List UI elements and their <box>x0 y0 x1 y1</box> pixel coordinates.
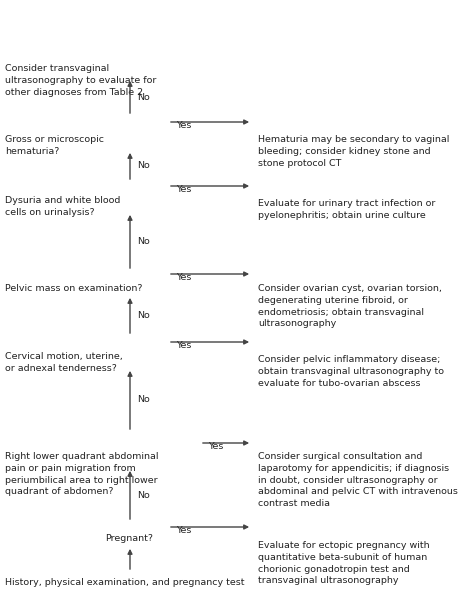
Text: Consider ovarian cyst, ovarian torsion,
degenerating uterine fibroid, or
endomet: Consider ovarian cyst, ovarian torsion, … <box>258 284 442 328</box>
Text: Gross or microscopic
hematuria?: Gross or microscopic hematuria? <box>5 135 104 156</box>
Text: History, physical examination, and pregnancy test: History, physical examination, and pregn… <box>5 578 245 587</box>
Text: No: No <box>137 237 150 246</box>
Text: Cervical motion, uterine,
or adnexal tenderness?: Cervical motion, uterine, or adnexal ten… <box>5 352 123 373</box>
Text: No: No <box>137 312 150 321</box>
Text: Yes: Yes <box>176 526 191 535</box>
Text: Yes: Yes <box>176 121 191 130</box>
Text: No: No <box>137 92 150 101</box>
Text: No: No <box>137 162 150 170</box>
Text: Yes: Yes <box>176 273 191 282</box>
Text: Yes: Yes <box>208 442 223 451</box>
Text: No: No <box>137 492 150 501</box>
Text: Pelvic mass on examination?: Pelvic mass on examination? <box>5 284 143 293</box>
Text: Evaluate for ectopic pregnancy with
quantitative beta-subunit of human
chorionic: Evaluate for ectopic pregnancy with quan… <box>258 541 429 585</box>
Text: Consider pelvic inflammatory disease;
obtain transvaginal ultrasonography to
eva: Consider pelvic inflammatory disease; ob… <box>258 355 444 387</box>
Text: Hematuria may be secondary to vaginal
bleeding; consider kidney stone and
stone : Hematuria may be secondary to vaginal bl… <box>258 135 449 167</box>
Text: Evaluate for urinary tract infection or
pyelonephritis; obtain urine culture: Evaluate for urinary tract infection or … <box>258 199 436 220</box>
Text: No: No <box>137 396 150 405</box>
Text: Dysuria and white blood
cells on urinalysis?: Dysuria and white blood cells on urinaly… <box>5 196 120 217</box>
Text: Yes: Yes <box>176 185 191 194</box>
Text: Consider surgical consultation and
laparotomy for appendicitis; if diagnosis
in : Consider surgical consultation and lapar… <box>258 452 458 508</box>
Text: Pregnant?: Pregnant? <box>105 534 153 543</box>
Text: Yes: Yes <box>176 341 191 350</box>
Text: Consider transvaginal
ultrasonography to evaluate for
other diagnoses from Table: Consider transvaginal ultrasonography to… <box>5 64 156 97</box>
Text: Right lower quadrant abdominal
pain or pain migration from
periumbilical area to: Right lower quadrant abdominal pain or p… <box>5 452 158 496</box>
